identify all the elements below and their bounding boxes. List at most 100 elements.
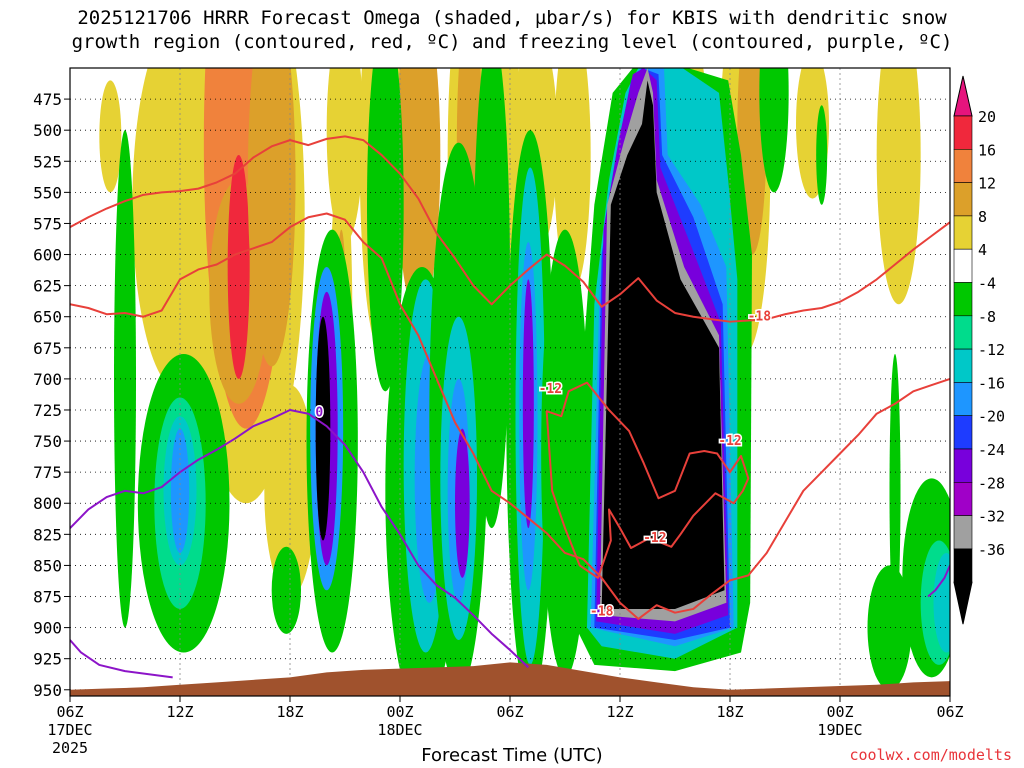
contour-5 (70, 639, 173, 679)
terrain-fill (70, 662, 950, 696)
y-tick-label: 525 (33, 152, 62, 171)
colorbar-swatch (953, 382, 973, 416)
contour-lines: -18 -12 -12 -12 -18 0 (70, 135, 950, 679)
y-tick-label: 950 (33, 681, 62, 700)
y-tick-label: 900 (33, 619, 62, 638)
x-tick-label: 06Z (936, 703, 963, 721)
x-tick-label: 00Z (386, 703, 413, 721)
colorbar-label: -4 (978, 275, 996, 293)
x-tick-label: 18Z (716, 703, 743, 721)
contour-label-5: 0 (315, 405, 323, 420)
y-tick-label: 575 (33, 214, 62, 233)
chart-title-line1: 2025121706 HRRR Forecast Omega (shaded, … (77, 7, 947, 29)
colorbar-top-arrow (953, 75, 973, 117)
omega-pos-col-l (264, 385, 316, 597)
omega-pos-col-g (396, 68, 441, 317)
x-tick-label: 12Z (606, 703, 633, 721)
omega-neg-col-11 (759, 68, 789, 193)
colorbar-bottom-arrow (953, 581, 973, 625)
y-tick-label: 750 (33, 432, 62, 451)
x-tick-date: 17DEC (47, 721, 92, 739)
y-tick-label: 475 (33, 90, 62, 109)
omega-neg-col-8 (473, 68, 510, 529)
contour-1 (70, 212, 950, 620)
contour-4 (927, 565, 950, 598)
colorbar-label: -12 (978, 341, 1005, 359)
contour-label-2: -12 (718, 434, 741, 449)
omega-neg-col-7d (455, 428, 470, 578)
contour-label-4: -18 (590, 604, 614, 619)
omega-pos-core-red (227, 155, 250, 379)
colorbar-label: -20 (978, 408, 1005, 426)
y-tick-label: 850 (33, 556, 62, 575)
omega-neg-col-14 (889, 354, 901, 628)
x-tick-date: 19DEC (817, 721, 862, 739)
omega-neg-col-4d (315, 316, 331, 541)
x-tick-label: 06Z (496, 703, 523, 721)
omega-pos-col-a (99, 80, 122, 193)
colorbar-swatch (953, 548, 973, 583)
y-tick-label: 500 (33, 121, 62, 140)
contour-label-1: -12 (539, 382, 562, 397)
colorbar-label: 12 (978, 175, 996, 193)
omega-main-black (601, 80, 725, 609)
omega-neg-col-5 (367, 68, 404, 392)
colorbar-swatch (953, 115, 973, 150)
contour-label-0: -18 (748, 310, 772, 325)
colorbar-label: -16 (978, 374, 1005, 392)
colorbar-label: 4 (978, 241, 987, 259)
omega-shading (99, 68, 950, 696)
y-tick-label: 725 (33, 401, 62, 420)
chart-title-line2: growth region (contoured, red, ºC) and f… (71, 31, 953, 53)
omega-pos-col-r (876, 68, 921, 305)
pressure-axis: 475 500 525 550 575 600 625 650 675 700 725 750 775 8… (33, 90, 70, 700)
y-tick-label: 675 (33, 339, 62, 358)
contour-2 (545, 381, 750, 579)
y-tick-label: 600 (33, 246, 62, 265)
colorbar-label: 16 (978, 141, 996, 159)
source-credit: coolwx.com/modelts (849, 746, 1012, 764)
terrain-ground (70, 662, 950, 696)
omega-neg-col-2d (170, 428, 190, 553)
colorbar-label: -24 (978, 441, 1005, 459)
x-tick-year: 2025 (52, 739, 88, 757)
colorbar-swatch (953, 348, 973, 383)
colorbar-swatch (953, 282, 973, 317)
contour-label-3: -12 (643, 531, 666, 546)
x-tick-label: 06Z (56, 703, 83, 721)
omega-neg-col-12 (816, 105, 828, 205)
y-tick-label: 800 (33, 494, 62, 513)
colorbar-swatch (953, 315, 973, 350)
omega-neg-col-9d (522, 279, 534, 529)
y-tick-label: 550 (33, 183, 62, 202)
x-axis-label: Forecast Time (UTC) (421, 745, 603, 766)
omega-neg-col-3 (271, 546, 302, 634)
colorbar-swatch (953, 248, 973, 283)
x-tick-label: 12Z (166, 703, 193, 721)
y-tick-label: 925 (33, 650, 62, 669)
contour-3 (70, 408, 530, 669)
colorbar-label: -32 (978, 508, 1005, 526)
colorbar-label: 20 (978, 108, 996, 126)
colorbar-label: -8 (978, 308, 996, 326)
colorbar-swatch (953, 415, 973, 450)
colorbar-label: -28 (978, 474, 1005, 492)
y-tick-label: 775 (33, 463, 62, 482)
x-tick-label: 18Z (276, 703, 303, 721)
colorbar-swatch (953, 448, 973, 483)
omega-neg-col-10 (541, 229, 589, 678)
y-tick-label: 700 (33, 370, 62, 389)
colorbar-swatch (953, 182, 973, 217)
omega-colorbar: 20 16 12 8 4 -4 -8 -12 -16 -20 -24 -28 -32 -36 (953, 75, 1005, 625)
colorbar-swatch (953, 481, 973, 516)
gridlines (69, 68, 951, 696)
y-tick-label: 625 (33, 277, 62, 296)
chart-title: 2025121706 HRRR Forecast Omega (shaded, … (0, 6, 1024, 54)
x-tick-label: 00Z (826, 703, 853, 721)
contour-0 (70, 135, 950, 323)
colorbar-swatch (953, 215, 973, 250)
colorbar-label: -36 (978, 541, 1005, 559)
y-tick-label: 825 (33, 525, 62, 544)
